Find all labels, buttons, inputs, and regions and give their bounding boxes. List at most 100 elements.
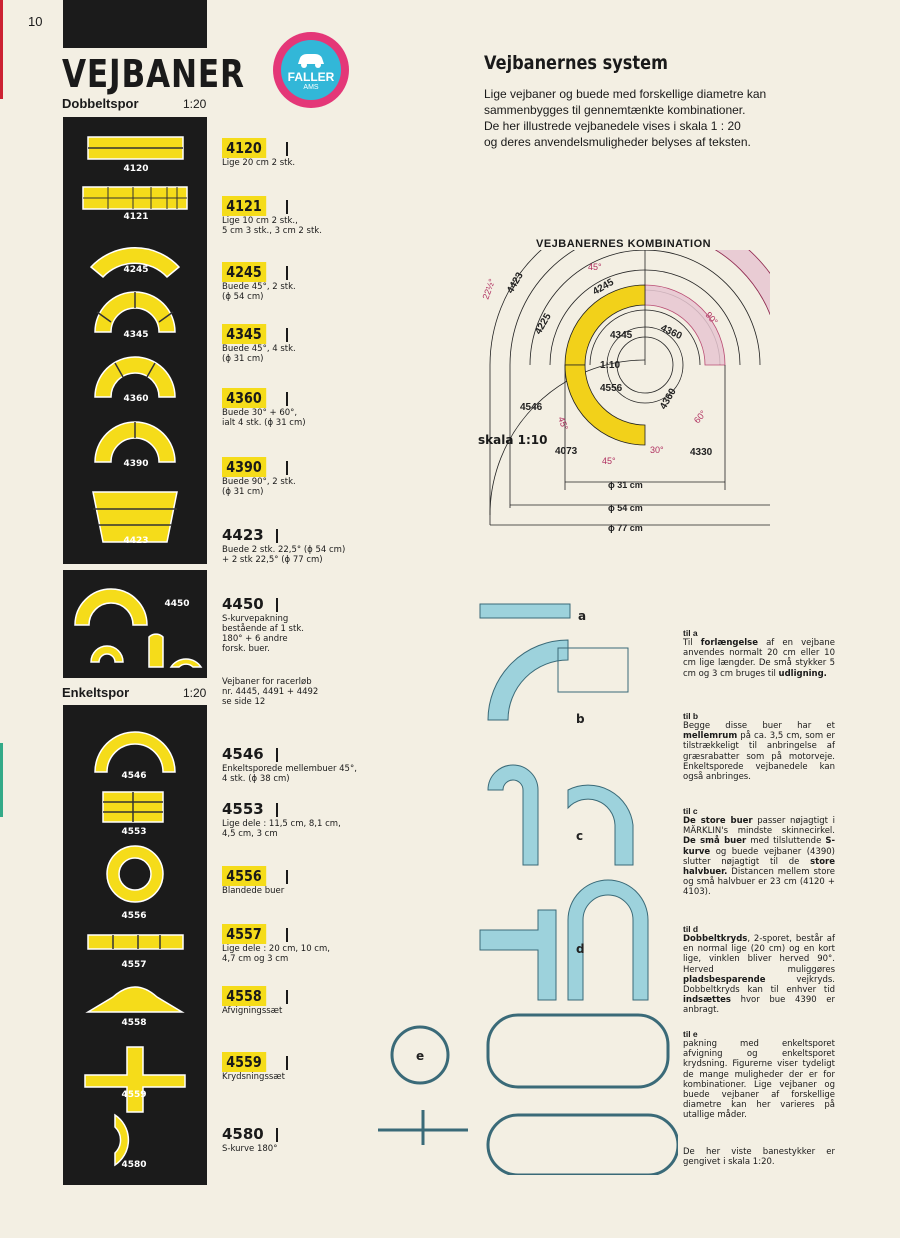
intro-line: De her illustrede vejbanedele vises i sk…: [484, 119, 741, 133]
item-4559: 4559 Krydsningssæt: [222, 1052, 288, 1082]
combo-piece: 4546: [520, 402, 543, 413]
note-heading: til e: [683, 1029, 698, 1039]
note-heading: til c: [683, 806, 698, 816]
piece-label-4559: 4559: [121, 1090, 147, 1100]
item-code: 4558: [222, 986, 266, 1006]
item-desc: Lige 10 cm 2 stk., 5 cm 3 stk., 3 cm 2 s…: [222, 216, 322, 236]
example-letter: b: [576, 712, 585, 726]
page-title: VEJBANER: [62, 52, 245, 96]
item-desc: Buede 90°, 2 stk. (ϕ 31 cm): [222, 477, 296, 497]
piece-label-4360: 4360: [123, 394, 149, 404]
angle-label: 30°: [650, 445, 664, 455]
example-letter: a: [578, 609, 586, 623]
divider: [285, 989, 288, 1004]
combo-piece: 4345: [610, 330, 633, 341]
page-number: 10: [28, 14, 43, 29]
item-desc: Lige 20 cm 2 stk.: [222, 158, 296, 168]
angle-label: 60°: [692, 408, 709, 425]
note-heading: til d: [683, 924, 699, 934]
item-desc: S-kurve 180°: [222, 1144, 278, 1154]
footer-note: De her viste banestykker er gengivet i s…: [683, 1147, 835, 1168]
note-text: Dobbeltkryds, 2-sporet, består af en nor…: [683, 934, 835, 1016]
item-code: 4553: [222, 800, 264, 818]
combo-piece: 4225: [533, 311, 554, 336]
combination-title: VEJBANERNES KOMBINATION: [536, 238, 712, 250]
angle-label: 45°: [602, 456, 616, 466]
item-desc: Buede 2 stk. 22,5° (ϕ 54 cm) + 2 stk 22,…: [222, 545, 346, 565]
piece-label-4390: 4390: [123, 459, 149, 469]
note-d: til d Dobbeltkryds, 2-sporet, består af …: [683, 924, 835, 1016]
combo-piece: 4330: [690, 447, 713, 458]
item-4546: 4546 Enkeltsporede mellembuer 45°, 4 stk…: [222, 745, 357, 784]
item-code: 4556: [222, 866, 266, 886]
item-4245: 4245 Buede 45°, 2 stk. (ϕ 54 cm): [222, 262, 296, 302]
intro-line: og deres anvendelsmuligheder belyses af …: [484, 135, 751, 149]
item-4121: 4121 Lige 10 cm 2 stk., 5 cm 3 stk., 3 c…: [222, 196, 322, 236]
combination-diagram: 1:10 4556 4546 4073 4330 4423 4245 4345 …: [480, 250, 770, 533]
piece-label-4558: 4558: [121, 1018, 147, 1028]
note-text: Begge disse buer har et mellemrum på ca.…: [683, 721, 835, 783]
note-c: til c De store buer passer nøjagtigt i M…: [683, 806, 835, 898]
combo-piece: 4360: [659, 323, 684, 343]
example-letter: c: [576, 829, 583, 843]
piece-label-4553: 4553: [121, 827, 147, 837]
divider: [285, 199, 288, 214]
logo-text: FALLER: [287, 70, 335, 84]
item-code: 4580: [222, 1125, 264, 1143]
diameter-label: ϕ 31 cm: [608, 480, 643, 490]
intro-text: Lige vejbaner og buede med forskellige d…: [484, 86, 864, 150]
intro-line: sammenbygges til gennemtænkte kombinatio…: [484, 103, 746, 117]
note-text: pakning med enkeltsporet afvigning og en…: [683, 1039, 835, 1121]
angle-label: 22½°: [480, 277, 497, 301]
item-desc: S-kurvepakning bestående af 1 stk. 180° …: [222, 614, 304, 654]
divider: [285, 391, 288, 406]
item-desc: Lige dele : 20 cm, 10 cm, 4,7 cm og 3 cm: [222, 944, 330, 964]
faller-logo: FALLER AMS: [273, 32, 349, 108]
logo-subtext: AMS: [303, 84, 319, 91]
item-4345: 4345 Buede 45°, 4 stk. (ϕ 31 cm): [222, 324, 296, 364]
single-track-label: Enkeltspor: [62, 685, 130, 700]
divider: [285, 327, 288, 342]
item-code: 4120: [222, 138, 266, 158]
note-b: til b Begge disse buer har et mellemrum …: [683, 711, 835, 782]
item-4556: 4556 Blandede buer: [222, 866, 288, 896]
combo-piece: 4423: [505, 270, 526, 295]
piece-label-4450: 4450: [164, 599, 190, 609]
item-code: 4450: [222, 595, 264, 613]
combo-piece: 4073: [555, 446, 578, 457]
divider: [285, 141, 288, 156]
divider: [275, 1127, 278, 1142]
example-illustrations: a b c d e: [378, 603, 678, 1175]
item-desc: Lige dele : 11,5 cm, 8,1 cm, 4,5 cm, 3 c…: [222, 819, 341, 839]
item-4558: 4558 Afvigningssæt: [222, 986, 288, 1016]
item-desc: Krydsningssæt: [222, 1072, 285, 1082]
divider: [275, 597, 278, 612]
item-4450: 4450 S-kurvepakning bestående af 1 stk. …: [222, 595, 304, 654]
item-4580: 4580 S-kurve 180°: [222, 1125, 278, 1154]
racer-note: Vejbaner for racerløb nr. 4445, 4491 + 4…: [222, 677, 319, 707]
angle-label: 45°: [556, 415, 570, 432]
item-code: 4557: [222, 924, 266, 944]
item-desc: Buede 30° + 60°, ialt 4 stk. (ϕ 31 cm): [222, 408, 306, 428]
item-code: 4360: [222, 388, 266, 408]
note-heading: til a: [683, 628, 698, 638]
example-letter: d: [576, 942, 585, 956]
page-edge-strip: [0, 0, 3, 1238]
divider: [275, 802, 278, 817]
divider: [285, 869, 288, 884]
divider: [275, 528, 278, 543]
item-code: 4559: [222, 1052, 266, 1072]
note-text: Til forlængelse af en vejbane anvendes n…: [683, 638, 835, 679]
double-track-scale: 1:20: [183, 97, 207, 111]
item-code: 4121: [222, 196, 266, 216]
piece-label-4546: 4546: [121, 771, 147, 781]
angle-label: 45°: [588, 262, 602, 272]
item-4557: 4557 Lige dele : 20 cm, 10 cm, 4,7 cm og…: [222, 924, 330, 964]
item-4553: 4553 Lige dele : 11,5 cm, 8,1 cm, 4,5 cm…: [222, 800, 341, 839]
item-4120: 4120 Lige 20 cm 2 stk.: [222, 138, 295, 168]
piece-label-4245: 4245: [123, 265, 149, 275]
single-track-scale: 1:20: [183, 686, 207, 700]
item-desc: Buede 45°, 4 stk. (ϕ 31 cm): [222, 344, 296, 364]
intro-line: Lige vejbaner og buede med forskellige d…: [484, 87, 767, 101]
diameter-label: ϕ 77 cm: [608, 523, 643, 533]
